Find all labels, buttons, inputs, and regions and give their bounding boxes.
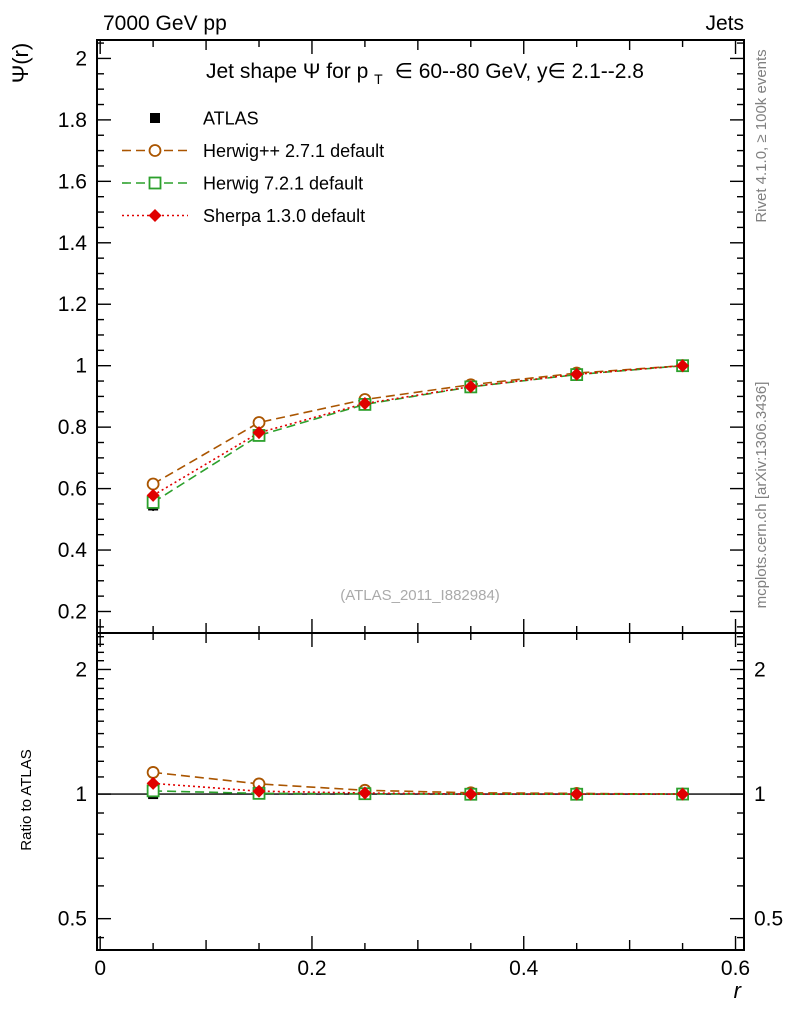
legend-item: Herwig++ 2.7.1 default [122, 141, 384, 161]
y-tick-label: 2 [75, 47, 87, 70]
y-tick-label: 1.2 [58, 293, 87, 316]
marker-diamond-filled [252, 784, 266, 798]
marker-square-open [148, 176, 162, 190]
x-tick-label: 0 [94, 957, 106, 980]
marker-diamond-filled [570, 367, 584, 381]
ratio-tick-label-right: 2 [754, 658, 766, 681]
axes-layer: 0 0.2 0.4 0.6 0.2 0.4 0.6 0.8 1 1.2 1.4 1.6 1.8 2 0.5 0… [58, 39, 783, 980]
mcplots-reference-note: mcplots.cern.ch [arXiv:1306.3436] [753, 382, 770, 609]
y-tick-label: 1.6 [58, 170, 87, 193]
marker-diamond-filled [676, 787, 690, 801]
marker-diamond-filled [252, 426, 266, 440]
legend-item: Herwig 7.2.1 default [122, 174, 363, 194]
ratio-tick-label-right: 1 [754, 783, 766, 806]
y-tick-label: 0.2 [58, 600, 87, 623]
legend-label: Herwig 7.2.1 default [203, 174, 363, 194]
title-subscript: T [374, 71, 383, 87]
x-tick-label: 0.4 [509, 957, 539, 980]
marker-square-filled [150, 113, 160, 123]
legend-layer: ATLAS Herwig++ 2.7.1 default Herwig 7.2.1 … [122, 109, 384, 226]
title-suffix: ∈ 60--80 GeV, y∈ 2.1--2.8 [395, 60, 644, 83]
ratio-panel-frame [96, 632, 745, 951]
y-tick-label: 0.8 [58, 416, 87, 439]
marker-diamond-filled [358, 786, 372, 800]
legend-label: Sherpa 1.3.0 default [203, 206, 365, 226]
marker-diamond-filled [570, 787, 584, 801]
series-line-ratio [153, 782, 683, 795]
ratio-tick-label-left: 2 [75, 658, 87, 681]
beam-energy-label: 7000 GeV pp [103, 12, 227, 35]
ratio-tick-label-left: 1 [75, 783, 87, 806]
legend-label: Herwig++ 2.7.1 default [203, 141, 384, 161]
x-tick-label: 0.2 [297, 957, 326, 980]
y-axis-label: Ψ(r) [8, 43, 33, 83]
title-prefix: Jet shape Ψ for p [206, 60, 368, 83]
series-line-main [152, 364, 683, 504]
ratio-y-axis-label: Ratio to ATLAS [18, 749, 35, 850]
series-line-ratio [153, 771, 683, 795]
legend-item: Sherpa 1.3.0 default [122, 206, 365, 226]
marker-diamond-filled [464, 380, 478, 394]
y-tick-label: 0.4 [58, 539, 88, 562]
marker-circle-open [146, 766, 160, 779]
marker-diamond-filled [358, 396, 372, 410]
marker-diamond-filled [146, 488, 160, 502]
main-panel-frame [96, 39, 745, 634]
ratio-tick-label-right: 0.5 [754, 908, 783, 931]
y-tick-label: 1.4 [58, 232, 88, 255]
marker-diamond-filled [464, 787, 478, 801]
x-axis-label: r [734, 978, 743, 1003]
marker-diamond-filled [148, 209, 162, 222]
series-line-main [152, 364, 683, 485]
x-tick-label: 0.6 [721, 957, 750, 980]
marker-diamond-filled [146, 776, 160, 790]
legend-item: ATLAS [150, 109, 259, 129]
series-layer [97, 359, 744, 801]
legend-label: ATLAS [203, 109, 259, 129]
y-tick-label: 1 [75, 355, 87, 378]
marker-diamond-filled [676, 359, 690, 373]
ratio-tick-label-left: 0.5 [58, 908, 87, 931]
plot-title: Jet shape Ψ for p T ∈ 60--80 GeV, y∈ 2.1… [206, 60, 644, 89]
analysis-id-watermark: (ATLAS_2011_I882984) [340, 587, 500, 604]
y-tick-label: 0.6 [58, 478, 87, 501]
y-tick-label: 1.8 [58, 109, 87, 132]
series-line-main [152, 364, 683, 497]
marker-circle-open [148, 144, 162, 157]
rivet-version-note: Rivet 4.1.0, ≥ 100k events [753, 49, 770, 222]
analysis-type-label: Jets [705, 12, 744, 35]
marker-circle-open [146, 477, 160, 491]
